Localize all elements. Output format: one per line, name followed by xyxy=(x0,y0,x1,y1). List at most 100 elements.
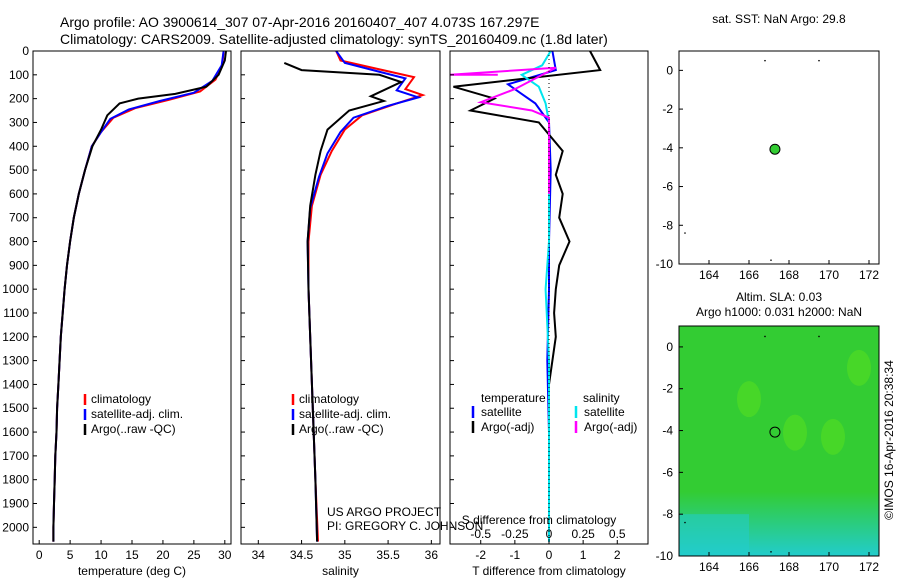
difference-xlabel: T difference from climatology xyxy=(472,564,626,578)
sst-map-xtick-label: 168 xyxy=(779,268,799,282)
temperature-series-group xyxy=(52,51,227,542)
temperature-xtick-label: 30 xyxy=(218,548,232,562)
sla-map-xtick-label: 164 xyxy=(699,560,719,574)
temperature-legend-label: Argo(..raw -QC) xyxy=(91,422,176,436)
depth-tick-label: 500 xyxy=(9,163,29,177)
difference-series-group xyxy=(450,51,602,542)
sst-map-xtick-label: 166 xyxy=(739,268,759,282)
sst-map-coast-speck xyxy=(770,259,772,261)
salinity-xtick-label: 35.5 xyxy=(376,548,400,562)
sst-map-ytick-label: -2 xyxy=(662,102,673,116)
difference-legend-label: Argo(-adj) xyxy=(584,420,637,434)
difference-legend-temp-header: temperature xyxy=(481,391,546,405)
sst-map-ytick-label: -6 xyxy=(662,180,673,194)
depth-tick-label: 2000 xyxy=(2,520,29,534)
difference-xtick-label: -1 xyxy=(510,548,521,562)
difference-series-s-argo xyxy=(450,66,557,194)
depth-tick-label: 300 xyxy=(9,115,29,129)
sla-map-xtick-label: 166 xyxy=(739,560,759,574)
chart-title-line2: Climatology: CARS2009. Satellite-adjuste… xyxy=(60,31,608,47)
difference-series-s-satellite xyxy=(519,51,552,542)
depth-tick-label: 100 xyxy=(9,68,29,82)
depth-tick-label: 1200 xyxy=(2,330,29,344)
depth-tick-label: 800 xyxy=(9,235,29,249)
difference-legend-label: Argo(-adj) xyxy=(481,420,534,434)
salinity-xtick-label: 34.5 xyxy=(290,548,314,562)
salinity-xtick-label: 36 xyxy=(425,548,439,562)
temperature-xtick-label: 10 xyxy=(94,548,108,562)
salinity-frame xyxy=(240,50,441,545)
sst-map-coast-speck xyxy=(818,59,820,62)
sst-map-title: sat. SST: NaN Argo: 29.8 xyxy=(712,12,846,26)
sst-map-ytick-label: -10 xyxy=(656,257,674,271)
depth-tick-label: 700 xyxy=(9,211,29,225)
depth-tick-label: 1700 xyxy=(2,449,29,463)
depth-tick-label: 1400 xyxy=(2,377,29,391)
salinity-legend-label: satellite-adj. clim. xyxy=(299,407,391,421)
sla-map-ytick-label: 0 xyxy=(666,340,673,354)
sla-map-anomaly-patch xyxy=(821,418,845,455)
difference-legend-label: satellite xyxy=(481,405,522,419)
difference-xtick-label: 1 xyxy=(580,548,587,562)
temperature-frame xyxy=(32,50,232,545)
difference-s-xlabel: S difference from climatology xyxy=(462,513,617,527)
difference-s-tick-label: 0.5 xyxy=(609,527,626,541)
sla-map-xtick-label: 170 xyxy=(819,560,839,574)
salinity-xlabel: salinity xyxy=(322,564,359,578)
salinity-series-climatology xyxy=(307,51,426,542)
sla-map-coast-speck xyxy=(818,335,820,338)
salinity-series-argo xyxy=(283,61,404,542)
sla-map-float-marker xyxy=(769,426,781,438)
depth-tick-label: 600 xyxy=(9,187,29,201)
sla-map-anomaly-patch xyxy=(737,381,761,418)
sst-map-ytick-label: 0 xyxy=(666,63,673,77)
project-annotation: US ARGO PROJECT xyxy=(327,505,442,519)
sla-map-coast-speck xyxy=(764,335,766,338)
salinity-xtick-label: 35 xyxy=(338,548,352,562)
sst-map-float-marker xyxy=(769,143,781,155)
sst-map-xtick-label: 172 xyxy=(859,268,879,282)
sla-map-ytick-label: -6 xyxy=(662,465,673,479)
temperature-xtick-label: 20 xyxy=(156,548,170,562)
difference-s-tick-label: 0.25 xyxy=(571,527,595,541)
sst-map-xtick-label: 170 xyxy=(819,268,839,282)
temperature-series-climatology xyxy=(52,51,225,542)
temperature-legend-label: satellite-adj. clim. xyxy=(91,407,183,421)
sst-map-coast-speck xyxy=(764,59,766,62)
sla-map-anomaly-patch xyxy=(847,349,871,386)
temperature-xtick-label: 25 xyxy=(187,548,201,562)
depth-tick-label: 1300 xyxy=(2,354,29,368)
salinity-legend-label: climatology xyxy=(299,392,359,406)
sla-map-xtick-label: 172 xyxy=(859,560,879,574)
sla-map-subtitle: Argo h1000: 0.031 h2000: NaN xyxy=(696,305,862,319)
depth-tick-label: 1800 xyxy=(2,473,29,487)
salinity-xtick-label: 34 xyxy=(252,548,266,562)
chart-title-line1: Argo profile: AO 3900614_307 07-Apr-2016… xyxy=(60,14,540,30)
sla-map-ytick-label: -2 xyxy=(662,382,673,396)
depth-tick-label: 1500 xyxy=(2,401,29,415)
project-annotation: PI: GREGORY C. JOHNSON xyxy=(327,519,483,533)
sst-map-ytick-label: -8 xyxy=(662,218,673,232)
depth-tick-label: 900 xyxy=(9,258,29,272)
sla-map-frame xyxy=(678,325,880,557)
sst-map-frame xyxy=(678,50,880,265)
salinity-series-satellite xyxy=(306,51,422,542)
sla-map-cyan-region xyxy=(679,514,749,556)
salinity-series-group xyxy=(283,51,426,542)
sla-map-ytick-label: -4 xyxy=(662,424,673,438)
depth-tick-label: 1900 xyxy=(2,497,29,511)
temperature-xtick-label: 0 xyxy=(36,548,43,562)
depth-tick-label: 400 xyxy=(9,139,29,153)
sla-map-title: Altim. SLA: 0.03 xyxy=(736,290,822,304)
depth-tick-label: 200 xyxy=(9,92,29,106)
difference-legend-sal-header: salinity xyxy=(583,391,620,405)
temperature-xlabel: temperature (deg C) xyxy=(78,564,186,578)
salinity-legend-label: Argo(..raw -QC) xyxy=(299,422,384,436)
sst-map-coast-speck xyxy=(684,232,686,234)
sla-map-coast-speck xyxy=(770,551,772,553)
difference-legend-label: satellite xyxy=(584,405,625,419)
difference-xtick-label: 0 xyxy=(546,548,553,562)
temperature-series-argo xyxy=(52,51,227,542)
difference-xtick-label: 2 xyxy=(614,548,621,562)
sla-map-xtick-label: 168 xyxy=(779,560,799,574)
